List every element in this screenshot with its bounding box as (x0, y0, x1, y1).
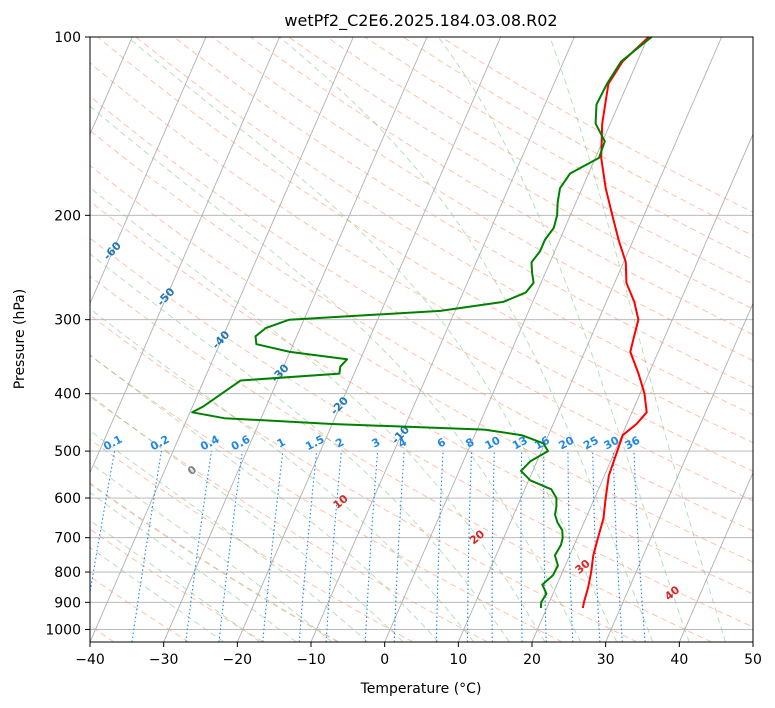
moist-adiabat (90, 491, 297, 642)
x-tick-label: −10 (296, 652, 326, 668)
mixing-ratio-label: 30 (602, 434, 622, 453)
isotherm-line (163, 37, 428, 642)
moist-adiabat (90, 462, 333, 642)
mixing-ratio-label: 25 (581, 434, 601, 453)
x-tick-label: 30 (597, 652, 615, 668)
mixing-ratio-line (298, 451, 318, 642)
dry-adiabat (90, 164, 753, 563)
x-tick-label: 0 (380, 652, 389, 668)
dry-adiabat (135, 37, 753, 416)
x-tick-label: 10 (449, 652, 467, 668)
mixing-ratio-label: 13 (510, 434, 530, 453)
dry-adiabat (90, 275, 712, 642)
dry-adiabat (90, 482, 339, 642)
dry-adiabat (90, 354, 563, 642)
moist-adiabat (90, 394, 404, 642)
moist-adiabat (90, 354, 439, 642)
dry-adiabat (211, 37, 753, 362)
dry-adiabat (90, 95, 753, 502)
y-tick-label: 100 (54, 30, 81, 46)
dry-adiabat (326, 37, 753, 285)
isotherm-line (457, 37, 723, 642)
isotherm-line (236, 37, 502, 642)
dry-adiabat (90, 237, 753, 628)
x-tick-label: 40 (670, 652, 688, 668)
moist-adiabat (90, 546, 225, 642)
y-tick-label: 400 (54, 387, 81, 403)
x-tick-label: 20 (523, 652, 541, 668)
isotherm-line (310, 37, 575, 642)
moist-adiabat (549, 37, 727, 642)
moist-adiabat (437, 37, 690, 642)
y-tick-label: 700 (54, 531, 81, 547)
moist-adiabat (90, 308, 475, 642)
dry-adiabat (90, 62, 753, 472)
isotherm-line (531, 133, 753, 642)
mixing-ratio-line (218, 451, 243, 642)
mixing-ratio-label: 20 (557, 434, 577, 453)
mixing-ratio-label: 10 (483, 434, 503, 453)
mixing-ratio-line (185, 451, 213, 642)
isotherm-line (605, 302, 753, 642)
dry-adiabat (90, 438, 414, 642)
mixing-ratio-line (131, 451, 163, 642)
dewpoint-profile (191, 37, 653, 609)
dry-adiabat (90, 129, 753, 532)
temperature-profile (581, 37, 650, 609)
moist-adiabat (90, 105, 582, 642)
moist-adiabat (90, 430, 368, 642)
y-tick-label: 800 (54, 565, 81, 581)
isotherm-line (678, 471, 753, 642)
x-tick-label: 50 (744, 652, 762, 668)
y-tick-label: 600 (54, 491, 81, 507)
isotherm-line (90, 37, 281, 474)
dry-adiabat (90, 200, 753, 595)
mixing-ratio-label: 36 (623, 434, 643, 453)
y-tick-label: 1000 (45, 622, 81, 638)
x-tick-label: −20 (223, 652, 253, 668)
isotherm-line (90, 37, 207, 305)
dry-adiabat (288, 37, 753, 310)
y-tick-label: 300 (54, 313, 81, 329)
y-tick-label: 500 (54, 444, 81, 460)
mixing-ratio-line (262, 451, 284, 642)
x-tick-label: −30 (149, 652, 179, 668)
y-tick-label: 900 (54, 595, 81, 611)
y-axis-label: Pressure (hPa) (12, 289, 28, 389)
dry-adiabat (90, 314, 638, 642)
isotherm-line (90, 37, 354, 642)
moist-adiabat (90, 253, 510, 642)
moist-adiabat (90, 519, 261, 642)
chart-title: wetPf2_C2E6.2025.184.03.08.R02 (284, 11, 557, 31)
plot-frame (89, 36, 754, 643)
x-axis-label: Temperature (°C) (360, 681, 482, 697)
y-tick-label: 200 (54, 208, 81, 224)
x-tick-label: −40 (75, 652, 105, 668)
mixing-ratio-line (325, 451, 342, 642)
moist-adiabat (279, 37, 654, 642)
dry-adiabat (173, 37, 753, 388)
